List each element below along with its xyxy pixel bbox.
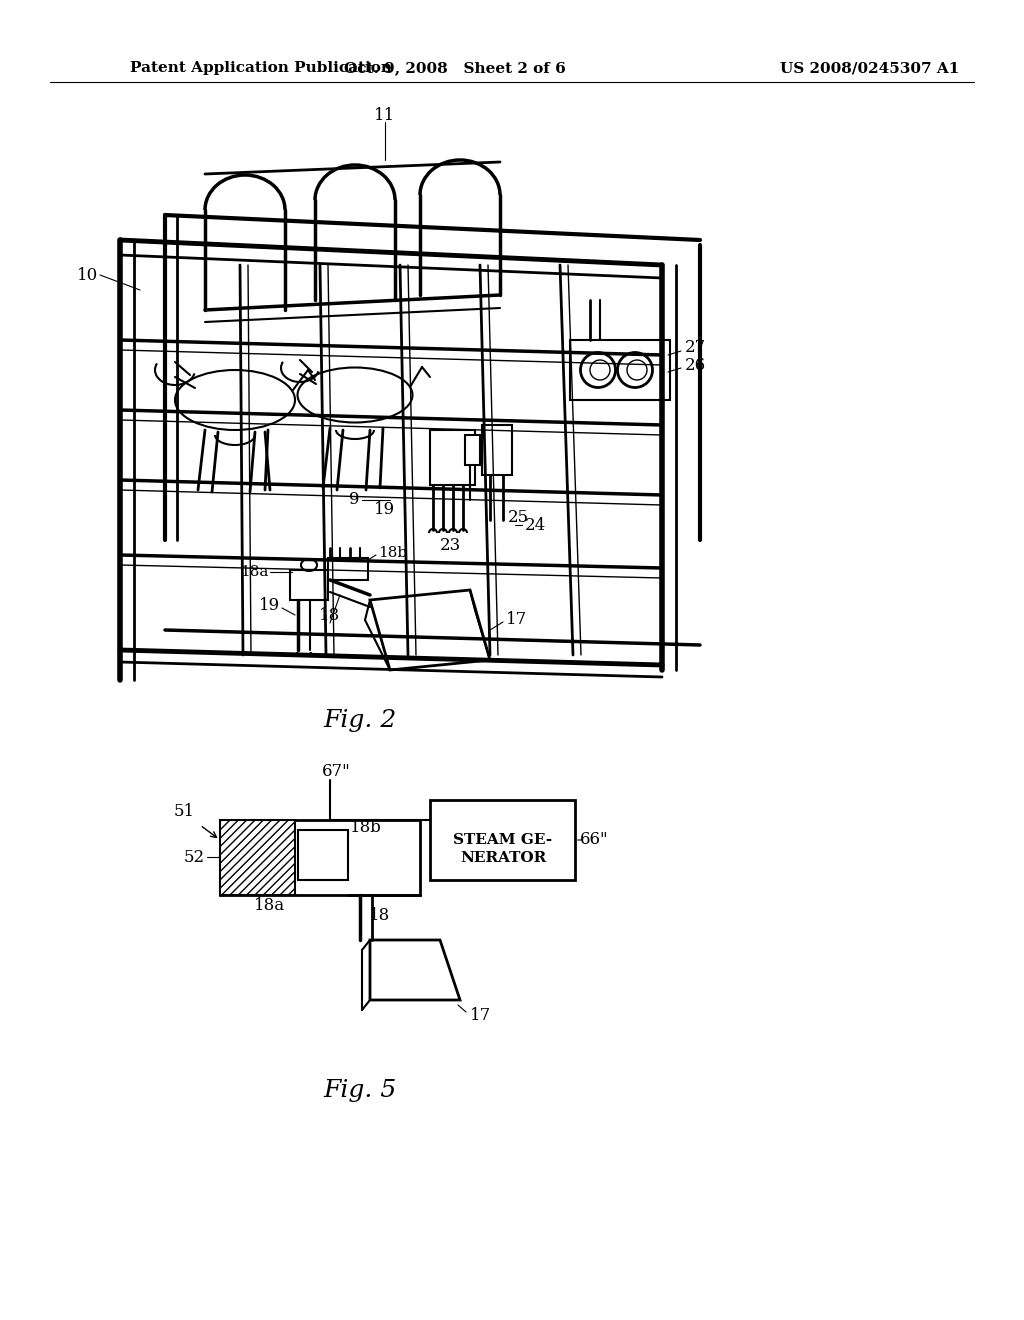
Bar — [220, 820, 295, 895]
Bar — [570, 341, 670, 400]
Text: 52: 52 — [184, 849, 205, 866]
Text: 18: 18 — [370, 907, 390, 924]
Text: 51: 51 — [174, 804, 195, 821]
Text: 17: 17 — [506, 611, 527, 628]
Text: STEAM GE-: STEAM GE- — [454, 833, 553, 847]
Text: 18b: 18b — [350, 820, 382, 837]
Text: Oct. 9, 2008   Sheet 2 of 6: Oct. 9, 2008 Sheet 2 of 6 — [344, 61, 566, 75]
Bar — [482, 425, 512, 475]
Text: Patent Application Publication: Patent Application Publication — [130, 61, 392, 75]
Text: 18b: 18b — [378, 546, 408, 560]
Text: 9: 9 — [349, 491, 360, 508]
Text: 26: 26 — [685, 356, 707, 374]
Bar — [430, 430, 475, 484]
Bar — [430, 800, 575, 880]
Text: 67": 67" — [322, 763, 350, 780]
Bar — [298, 830, 348, 880]
Text: Fig. 5: Fig. 5 — [324, 1078, 396, 1101]
Text: 25: 25 — [508, 510, 529, 527]
Text: 19: 19 — [259, 597, 280, 614]
Text: 66": 66" — [580, 832, 608, 849]
Bar — [220, 820, 420, 895]
Polygon shape — [370, 940, 460, 1001]
Bar — [290, 570, 328, 601]
Text: 23: 23 — [439, 536, 461, 553]
Bar — [328, 558, 368, 579]
Text: NERATOR: NERATOR — [460, 851, 546, 865]
Polygon shape — [370, 590, 490, 671]
Text: Fig. 2: Fig. 2 — [324, 709, 396, 731]
Bar — [465, 436, 480, 465]
Text: 27: 27 — [685, 339, 707, 356]
Text: 18: 18 — [319, 606, 341, 623]
Text: US 2008/0245307 A1: US 2008/0245307 A1 — [780, 61, 959, 75]
Text: 24: 24 — [525, 516, 546, 533]
Text: 11: 11 — [375, 107, 395, 124]
Text: 10: 10 — [78, 267, 98, 284]
Text: 17: 17 — [470, 1006, 492, 1023]
Text: 18a: 18a — [254, 896, 286, 913]
Text: 19: 19 — [374, 502, 395, 519]
Text: 18a: 18a — [240, 565, 268, 579]
